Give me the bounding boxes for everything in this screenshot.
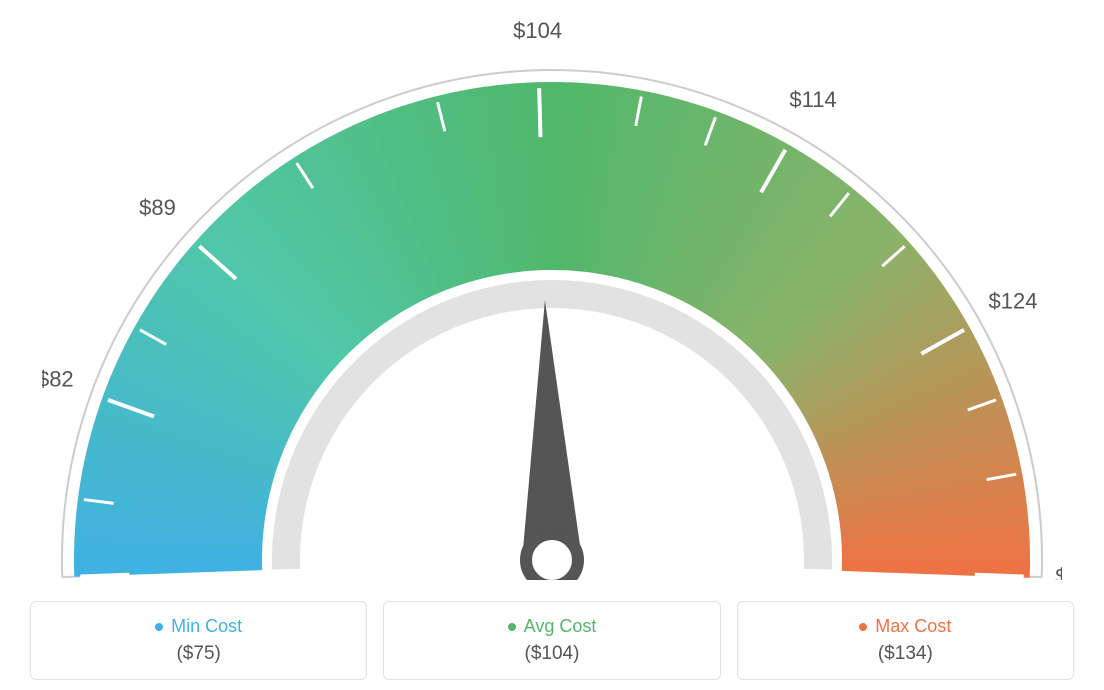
legend-label: Avg Cost [508,616,597,637]
gauge-tick-major [975,575,1024,577]
legend-label-text: Max Cost [875,616,951,637]
gauge-tick-label: $75 [42,564,43,580]
gauge-tick-label: $89 [139,195,176,220]
gauge-tick-label: $104 [513,20,562,43]
gauge-tick-label: $134 [1055,564,1062,580]
legend-card: Max Cost ($134) [737,601,1074,680]
gauge-needle-hub [526,534,578,580]
gauge-tick-label: $114 [789,87,836,112]
gauge-tick-label: $124 [988,288,1037,313]
legend-label: Min Cost [155,616,242,637]
legend-label: Max Cost [859,616,951,637]
legend-dot-icon [508,623,516,631]
gauge-tick-major [80,575,129,577]
legend-dot-icon [155,623,163,631]
legend-label-text: Min Cost [171,616,242,637]
legend-value: ($104) [394,643,709,665]
legend-value: ($75) [41,643,356,665]
legend-value: ($134) [748,643,1063,665]
gauge-tick-major [539,88,540,137]
legend-card: Min Cost ($75) [30,601,367,680]
legend-card: Avg Cost ($104) [383,601,720,680]
legend-row: Min Cost ($75) Avg Cost ($104) Max Cost … [30,601,1074,680]
legend-label-text: Avg Cost [524,616,597,637]
legend-dot-icon [859,623,867,631]
cost-gauge: $75 $82 $89 $104 $114 $124 $134 [42,20,1062,580]
gauge-tick-label: $82 [42,367,74,392]
